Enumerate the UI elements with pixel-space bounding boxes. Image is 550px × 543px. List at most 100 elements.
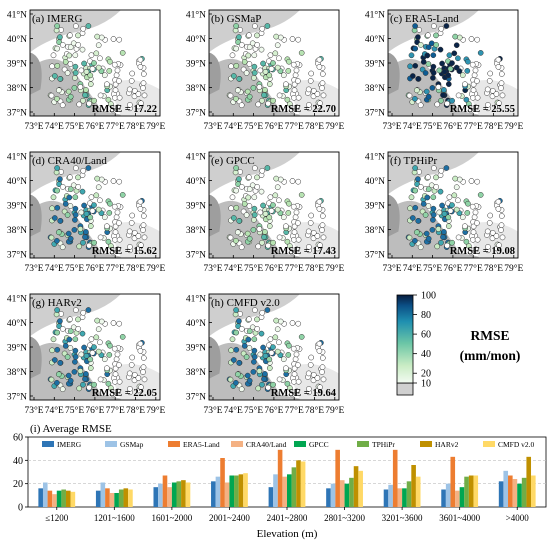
bar-x-tick-label: 1601~2000 [151, 513, 192, 523]
station-marker [267, 52, 274, 59]
lon-tick-label: 78°E [126, 405, 145, 416]
station-marker [295, 378, 302, 385]
station-marker [54, 23, 60, 29]
station-marker [451, 50, 458, 57]
station-marker [236, 176, 242, 182]
station-marker [228, 63, 234, 70]
station-marker [246, 316, 252, 323]
legend-label: CMFD v2.0 [498, 440, 535, 449]
station-marker [140, 369, 146, 375]
station-marker [437, 46, 444, 53]
station-marker [307, 362, 314, 368]
station-marker [65, 88, 72, 95]
station-marker [276, 92, 283, 99]
station-marker [267, 336, 274, 343]
station-marker [470, 81, 477, 88]
station-marker [314, 91, 321, 97]
station-marker [435, 84, 442, 90]
map-panel-label: (b) GSMaP [211, 13, 261, 25]
station-marker [257, 209, 264, 216]
legend-label: ERA5-Land [183, 440, 220, 449]
station-marker [129, 70, 136, 77]
station-marker [441, 210, 448, 217]
lat-tick-label: 37°N [7, 392, 27, 403]
bar-cra40-land [224, 482, 230, 507]
station-marker [87, 356, 94, 363]
station-marker [289, 320, 296, 326]
station-marker [256, 226, 263, 232]
station-marker [233, 204, 240, 211]
bar-cmfd-v2-0 [128, 489, 133, 507]
station-marker [307, 220, 314, 226]
station-marker [241, 201, 248, 207]
station-marker [57, 318, 63, 324]
station-marker [59, 102, 66, 109]
station-marker [294, 104, 300, 111]
station-marker [254, 174, 260, 181]
map-panel-label: (h) CMFD v2.0 [211, 297, 280, 309]
station-marker [486, 78, 493, 84]
station-marker [238, 184, 245, 190]
station-marker [97, 92, 104, 99]
bar-x-tick-label: ≤1200 [45, 513, 68, 523]
station-marker [485, 244, 491, 250]
station-marker [477, 50, 484, 56]
station-marker [477, 192, 484, 198]
station-marker [51, 357, 58, 363]
station-marker [266, 214, 273, 221]
station-marker [465, 200, 471, 207]
station-marker [284, 380, 291, 387]
map-panel-a: (a) IMERG RMSE = 17.22 37°N 38°N 39°N 40°N 41°… [7, 10, 166, 133]
station-marker [265, 100, 271, 107]
map-panels: (a) IMERG RMSE = 17.22 37°N 38°N 39°N 40°N 41°… [7, 10, 524, 417]
station-marker [238, 42, 245, 48]
lon-tick-label: 78°E [484, 263, 503, 274]
station-marker [107, 200, 113, 207]
station-marker [77, 368, 84, 374]
station-marker [50, 336, 57, 343]
station-marker [91, 60, 97, 66]
station-marker [82, 376, 88, 382]
station-marker [111, 61, 118, 68]
station-marker [430, 205, 437, 212]
station-marker [75, 174, 81, 181]
station-marker [259, 309, 266, 316]
terrain-region [388, 10, 479, 53]
station-marker [82, 92, 88, 98]
lat-tick-label: 37°N [365, 250, 385, 261]
station-marker [469, 61, 476, 68]
station-marker [251, 70, 258, 76]
station-marker [54, 95, 60, 102]
station-marker [91, 239, 97, 246]
lat-tick-label: 41°N [365, 10, 385, 21]
station-markers [47, 23, 148, 114]
station-marker [468, 36, 475, 42]
station-marker [261, 376, 267, 382]
station-marker [50, 194, 57, 201]
station-marker [50, 52, 57, 59]
lat-tick-label: 37°N [7, 108, 27, 119]
station-marker [259, 25, 266, 32]
station-marker [319, 85, 325, 91]
lon-tick-label: 79°E [325, 263, 344, 274]
station-marker [291, 371, 298, 378]
station-marker [498, 85, 504, 91]
map-panel-label: (c) ERA5-Land [390, 13, 459, 25]
station-marker [97, 376, 104, 383]
lon-tick-label: 77°E [464, 263, 483, 274]
bar-cra40-land [455, 490, 460, 507]
bar-gsmap [42, 482, 48, 507]
station-marker [417, 244, 424, 251]
station-marker [417, 184, 424, 190]
station-marker [292, 72, 299, 79]
station-marker [270, 344, 276, 350]
station-marker [319, 227, 325, 233]
station-marker [77, 226, 84, 232]
lon-tick-label: 73°E [24, 405, 43, 416]
bar-tphipr [176, 481, 182, 507]
station-marker [407, 205, 413, 212]
station-marker [314, 375, 321, 381]
lon-tick-label: 79°E [504, 121, 523, 132]
station-marker [291, 229, 298, 236]
station-marker [412, 165, 418, 171]
